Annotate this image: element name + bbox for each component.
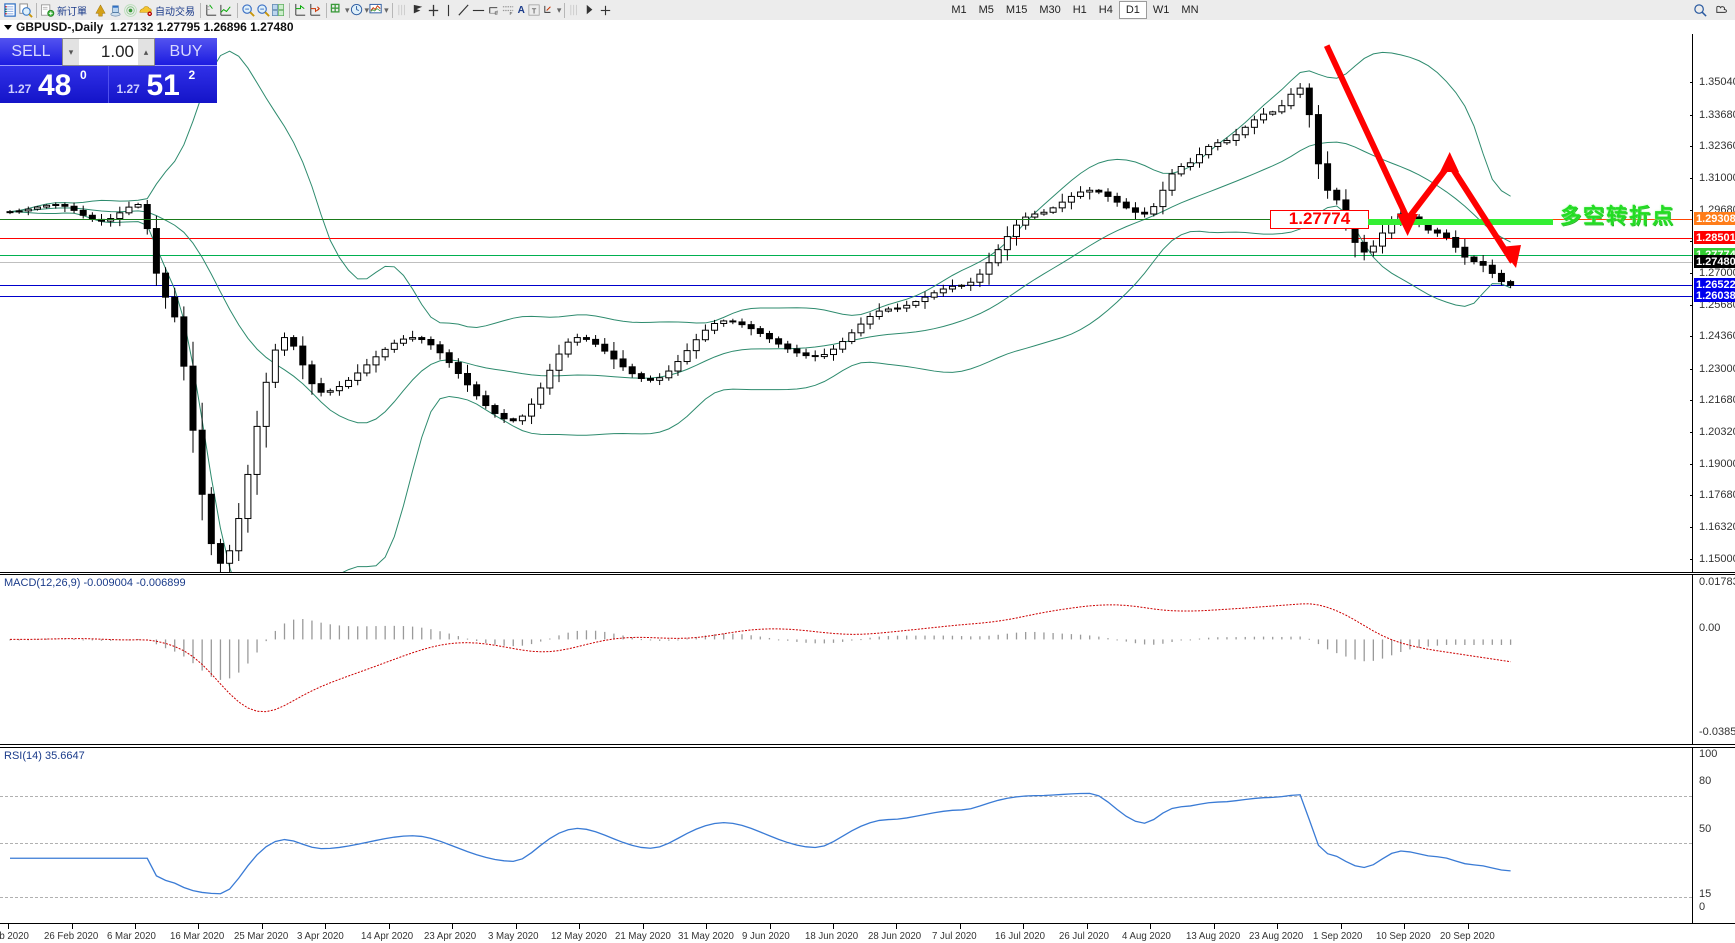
svg-text:E: E (494, 10, 497, 15)
svg-text:F: F (509, 11, 512, 16)
svg-text:T: T (532, 6, 537, 15)
